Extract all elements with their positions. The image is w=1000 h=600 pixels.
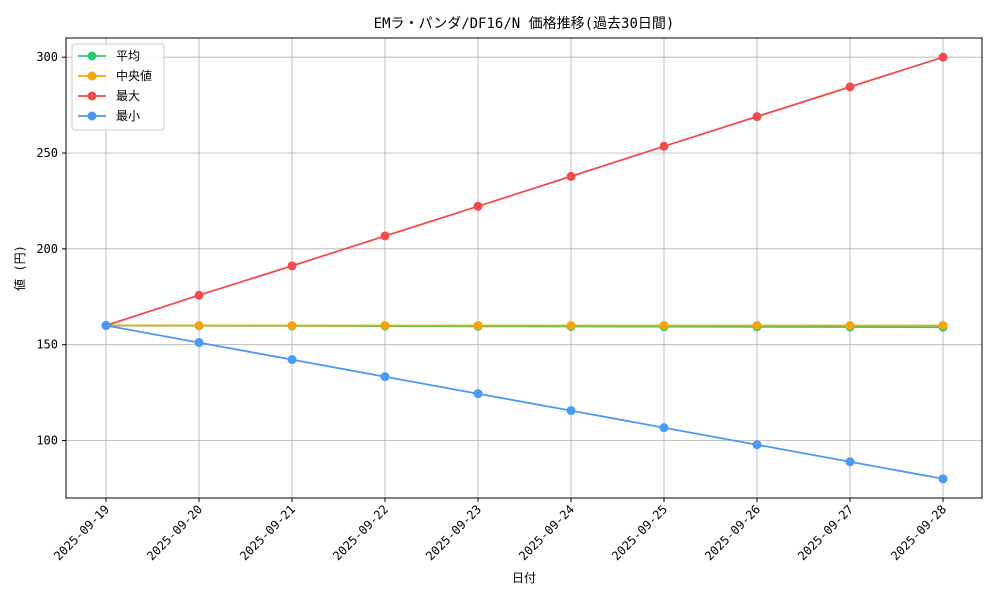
grid bbox=[66, 38, 982, 498]
data-point bbox=[938, 474, 948, 484]
data-point bbox=[566, 406, 576, 416]
data-point bbox=[659, 321, 669, 330]
y-axis-label: 値 (円) bbox=[12, 245, 27, 291]
data-point bbox=[287, 355, 297, 365]
data-point bbox=[194, 290, 204, 300]
data-point bbox=[380, 321, 390, 330]
data-point bbox=[194, 321, 204, 330]
chart-title: EMラ・パンダ/DF16/N 価格推移(過去30日間) bbox=[374, 16, 675, 32]
series-layer bbox=[101, 52, 948, 484]
data-point bbox=[659, 423, 669, 433]
data-point bbox=[101, 321, 111, 330]
y-tick-label: 200 bbox=[36, 242, 58, 256]
data-point bbox=[845, 82, 855, 92]
legend-item: 平均 bbox=[78, 49, 140, 63]
data-point bbox=[659, 141, 669, 151]
data-point bbox=[752, 321, 762, 330]
data-point bbox=[473, 321, 483, 330]
plot-frame bbox=[65, 37, 983, 499]
data-point bbox=[752, 112, 762, 122]
series-line bbox=[105, 56, 944, 327]
legend-label: 最小 bbox=[116, 109, 140, 123]
legend-label: 平均 bbox=[116, 49, 140, 63]
data-point bbox=[287, 261, 297, 271]
legend-item: 中央値 bbox=[78, 68, 152, 83]
y-axis-ticks: 100 150 200 250 300 bbox=[36, 50, 66, 448]
legend-label: 中央値 bbox=[116, 68, 152, 83]
legend-item: 最小 bbox=[78, 109, 140, 123]
legend-marker bbox=[87, 71, 97, 81]
data-point bbox=[938, 52, 948, 62]
legend-box bbox=[71, 43, 165, 131]
data-point bbox=[194, 338, 204, 348]
series-3 bbox=[101, 321, 948, 484]
legend-marker bbox=[87, 91, 97, 101]
data-point bbox=[566, 321, 576, 330]
y-tick-label: 250 bbox=[36, 146, 58, 160]
y-tick-label: 150 bbox=[36, 338, 58, 352]
data-point bbox=[752, 440, 762, 450]
data-point bbox=[473, 201, 483, 211]
series-line bbox=[105, 324, 944, 480]
series-2 bbox=[101, 52, 948, 330]
data-point bbox=[845, 457, 855, 467]
data-point bbox=[938, 321, 948, 330]
data-point bbox=[845, 321, 855, 330]
y-tick-label: 100 bbox=[36, 434, 58, 448]
legend-item: 最大 bbox=[78, 89, 140, 103]
x-axis-label: 日付 bbox=[512, 571, 536, 585]
data-point bbox=[380, 231, 390, 241]
legend-label: 最大 bbox=[116, 89, 140, 103]
data-point bbox=[380, 372, 390, 382]
data-point bbox=[287, 321, 297, 330]
legend-marker bbox=[87, 51, 97, 61]
y-tick-label: 300 bbox=[36, 50, 58, 64]
legend-marker bbox=[87, 111, 97, 121]
data-point bbox=[566, 171, 576, 181]
data-point bbox=[473, 389, 483, 399]
